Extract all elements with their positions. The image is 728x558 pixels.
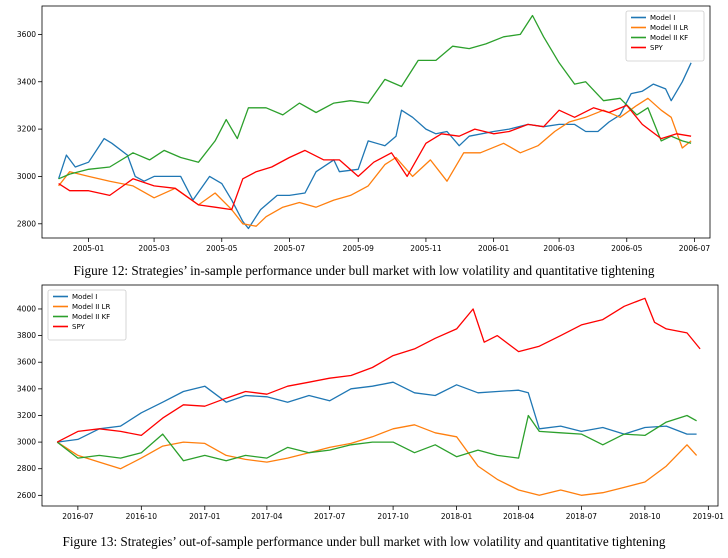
legend-box: [625, 10, 705, 62]
x-tick-label: 2016-10: [126, 512, 158, 521]
x-tick-label: 2005-07: [274, 244, 306, 253]
x-tick-label: 2005-11: [410, 244, 442, 253]
legend-label-model-i: Model I: [72, 293, 97, 301]
figure-13-caption: Figure 13: Strategies’ out-of-sample per…: [62, 534, 666, 549]
y-tick-label: 2600: [17, 491, 36, 500]
legend-box: [47, 289, 127, 341]
legend-label-spy: SPY: [650, 44, 664, 52]
legend-label-spy: SPY: [72, 323, 86, 331]
legend-label-model-ii-kf: Model II KF: [650, 34, 688, 42]
y-tick-label: 3600: [17, 358, 36, 367]
legend-label-model-ii-lr: Model II LR: [72, 303, 110, 311]
x-tick-label: 2006-01: [478, 244, 510, 253]
x-tick-label: 2005-05: [206, 244, 238, 253]
series-line-model-ii-kf: [56, 414, 697, 462]
figure-13-chart: 2600 2800 3000 3200 3400 3600 3800 4000 2016-07 2…: [0, 282, 728, 530]
y-tick-label: 3000: [17, 172, 36, 181]
x-tick-label: 2017-01: [189, 512, 221, 521]
y-tick-label: 3400: [17, 384, 36, 393]
x-tick-label: 2018-07: [566, 512, 598, 521]
figure-12-caption: Figure 12: Strategies’ in-sample perform…: [73, 263, 655, 278]
series-line-model-i: [57, 381, 697, 443]
x-tick-label: 2017-07: [314, 512, 346, 521]
x-tick-label: 2006-03: [543, 244, 575, 253]
legend: Model I Model II LR Model II KF SPY: [47, 289, 127, 341]
series-line-spy: [56, 297, 701, 443]
plot-frame: [41, 284, 719, 507]
x-tick-label: 2017-10: [377, 512, 409, 521]
legend-label-model-i: Model I: [650, 14, 675, 22]
y-tick-label: 2800: [17, 219, 36, 228]
y-tick-label: 4000: [17, 304, 36, 313]
legend: Model I Model II LR Model II KF SPY: [625, 10, 705, 62]
x-tick-label: 2005-01: [73, 244, 105, 253]
y-tick-label: 3200: [17, 411, 36, 420]
x-tick-label: 2016-07: [62, 512, 94, 521]
chart-12-svg: 2800 3000 3200 3400 3600 2005-01 2005-03 2005-0…: [17, 5, 711, 253]
x-tick-label: 2018-04: [503, 512, 535, 521]
y-tick-label: 3600: [17, 30, 36, 39]
y-tick-label: 3000: [17, 438, 36, 447]
legend-label-model-ii-kf: Model II KF: [72, 313, 110, 321]
series-line-model-ii-kf: [58, 14, 692, 180]
series-line-spy: [58, 104, 692, 211]
y-tick-label: 3400: [17, 77, 36, 86]
x-tick-label: 2018-01: [441, 512, 473, 521]
y-tick-label: 2800: [17, 464, 36, 473]
series-line-model-i: [57, 62, 692, 230]
legend-label-model-ii-lr: Model II LR: [650, 24, 688, 32]
chart-13-svg: 2600 2800 3000 3200 3400 3600 3800 4000 2016-07 2…: [17, 284, 725, 521]
x-tick-label: 2006-07: [679, 244, 711, 253]
x-tick-label: 2018-10: [629, 512, 661, 521]
x-tick-label: 2017-04: [251, 512, 283, 521]
series-line-model-ii-lr: [56, 424, 698, 496]
x-tick-label: 2019-01: [693, 512, 725, 521]
x-tick-label: 2005-09: [343, 244, 375, 253]
y-tick-label: 3200: [17, 125, 36, 134]
y-tick-label: 3800: [17, 331, 36, 340]
x-tick-label: 2005-03: [138, 244, 170, 253]
x-tick-label: 2006-05: [611, 244, 643, 253]
figure-12-chart: 2800 3000 3200 3400 3600 2005-01 2005-03 2005-0…: [0, 0, 728, 262]
plot-frame: [41, 5, 711, 239]
